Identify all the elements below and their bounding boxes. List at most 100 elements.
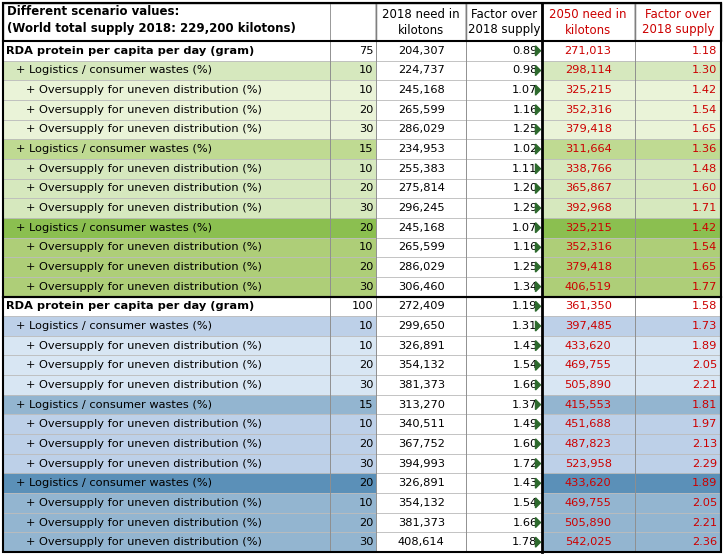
Text: 286,029: 286,029	[398, 124, 445, 134]
Text: 1.02: 1.02	[513, 144, 537, 154]
Text: 2.05: 2.05	[691, 498, 717, 508]
Bar	[542, 454, 635, 473]
Bar	[542, 336, 635, 355]
Bar	[635, 296, 721, 316]
Bar	[466, 375, 542, 395]
Text: 505,890: 505,890	[565, 517, 612, 527]
Bar	[329, 375, 376, 395]
Text: 505,890: 505,890	[565, 380, 612, 390]
Bar	[635, 454, 721, 473]
Polygon shape	[536, 144, 541, 154]
Bar	[3, 316, 329, 336]
Text: 523,958: 523,958	[565, 458, 612, 468]
Text: 1.54: 1.54	[691, 105, 717, 115]
Bar	[635, 473, 721, 493]
Bar	[3, 257, 329, 277]
Bar	[635, 355, 721, 375]
Bar	[376, 218, 466, 238]
Bar	[3, 139, 329, 159]
Bar	[542, 415, 635, 434]
Bar	[376, 198, 466, 218]
Bar	[466, 159, 542, 179]
Bar	[3, 415, 329, 434]
Bar	[376, 120, 466, 139]
Text: 365,867: 365,867	[565, 183, 612, 193]
Bar	[329, 139, 376, 159]
Text: 1.71: 1.71	[691, 203, 717, 213]
Bar	[542, 139, 635, 159]
Text: 408,614: 408,614	[398, 537, 445, 547]
Text: RDA protein per capita per day (gram): RDA protein per capita per day (gram)	[6, 301, 254, 311]
Bar	[542, 277, 635, 296]
Bar	[542, 257, 635, 277]
Text: 1.58: 1.58	[691, 301, 717, 311]
Text: + Oversupply for uneven distribution (%): + Oversupply for uneven distribution (%)	[26, 164, 262, 174]
Bar	[3, 336, 329, 355]
Polygon shape	[536, 537, 541, 547]
Text: 20: 20	[359, 360, 374, 370]
Bar	[466, 532, 542, 552]
Text: + Logistics / consumer wastes (%): + Logistics / consumer wastes (%)	[16, 144, 212, 154]
Text: 406,519: 406,519	[565, 282, 612, 292]
Text: 245,168: 245,168	[398, 85, 445, 95]
Text: 367,752: 367,752	[397, 439, 445, 449]
Bar	[329, 355, 376, 375]
Text: 1.48: 1.48	[691, 164, 717, 174]
Text: 1.37: 1.37	[512, 400, 537, 410]
Bar	[635, 80, 721, 100]
Bar	[3, 296, 329, 316]
Bar	[635, 493, 721, 513]
Bar	[329, 415, 376, 434]
Polygon shape	[536, 183, 541, 193]
Polygon shape	[536, 439, 541, 449]
Text: 245,168: 245,168	[398, 223, 445, 233]
Text: 361,350: 361,350	[565, 301, 612, 311]
Text: RDA protein per capita per day (gram): RDA protein per capita per day (gram)	[6, 46, 254, 56]
Bar	[466, 513, 542, 532]
Text: + Oversupply for uneven distribution (%): + Oversupply for uneven distribution (%)	[26, 85, 262, 95]
Bar	[466, 100, 542, 120]
Text: 30: 30	[359, 537, 374, 547]
Text: 379,418: 379,418	[565, 262, 612, 272]
Text: 326,891: 326,891	[397, 478, 445, 488]
Bar	[329, 159, 376, 179]
Text: 306,460: 306,460	[398, 282, 445, 292]
Bar	[466, 218, 542, 238]
Text: 1.49: 1.49	[513, 419, 537, 429]
Bar	[329, 60, 376, 80]
Bar	[542, 395, 635, 415]
Bar	[542, 473, 635, 493]
Bar	[542, 159, 635, 179]
Text: 100: 100	[352, 301, 374, 311]
Text: 0.89: 0.89	[512, 46, 537, 56]
Bar	[329, 336, 376, 355]
Text: 433,620: 433,620	[565, 478, 612, 488]
Text: 325,215: 325,215	[565, 85, 612, 95]
Bar	[3, 454, 329, 473]
Text: 10: 10	[359, 65, 374, 75]
Bar	[635, 513, 721, 532]
Bar	[376, 415, 466, 434]
Polygon shape	[536, 478, 541, 488]
Text: 2050 need in
kilotons: 2050 need in kilotons	[550, 8, 627, 37]
Text: Factor over
2018 supply: Factor over 2018 supply	[468, 8, 540, 37]
Polygon shape	[536, 498, 541, 508]
Text: 1.31: 1.31	[512, 321, 537, 331]
Text: 433,620: 433,620	[565, 341, 612, 351]
Bar	[542, 41, 635, 60]
Bar	[542, 218, 635, 238]
Bar	[376, 473, 466, 493]
Text: 265,599: 265,599	[397, 243, 445, 253]
Bar	[542, 60, 635, 80]
Text: 1.29: 1.29	[513, 203, 537, 213]
Text: 1.20: 1.20	[513, 183, 537, 193]
Bar	[3, 238, 329, 257]
Bar	[466, 41, 542, 60]
Polygon shape	[536, 164, 541, 174]
Bar	[329, 41, 376, 60]
Text: 20: 20	[359, 478, 374, 488]
Bar	[329, 513, 376, 532]
Text: + Oversupply for uneven distribution (%): + Oversupply for uneven distribution (%)	[26, 458, 262, 468]
Bar	[542, 198, 635, 218]
Bar	[376, 257, 466, 277]
